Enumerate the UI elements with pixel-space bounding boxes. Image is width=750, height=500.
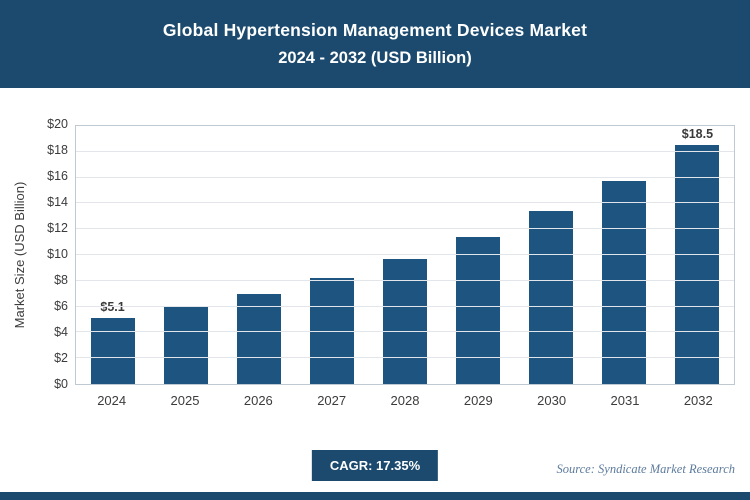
gridline (76, 150, 734, 152)
bar-2024: $5.1 (90, 300, 135, 384)
x-tick-label: 2024 (97, 393, 127, 408)
bar-2026 (236, 293, 281, 384)
cagr-badge: CAGR: 17.35% (311, 450, 439, 481)
bar-2030 (529, 211, 574, 384)
chart-subtitle: 2024 - 2032 (USD Billion) (278, 49, 472, 67)
bar-value-label: $5.1 (100, 300, 125, 315)
x-tick-label: 2032 (683, 393, 713, 408)
bar-column-2030 (515, 126, 588, 384)
chart-header: Global Hypertension Management Devices M… (0, 0, 750, 88)
x-tick-label: 2027 (317, 393, 347, 408)
plot-area: $5.1 $18.5 (75, 125, 735, 385)
gridline (76, 228, 734, 230)
bar-column-2029 (442, 126, 515, 384)
y-axis-ticks: $0 $2 $4 $6 $8 $10 $12 $14 $16 $18 $20 (26, 117, 68, 391)
gridline (76, 305, 734, 307)
y-tick-label: $14 (47, 195, 68, 209)
y-tick-label: $16 (47, 169, 68, 183)
gridline (76, 254, 734, 255)
x-tick-label: 2031 (610, 393, 640, 408)
bar-2027 (309, 278, 354, 384)
footer-accent-bar (0, 492, 750, 500)
gridline (76, 176, 734, 178)
x-tick-label: 2025 (170, 393, 200, 408)
x-axis-ticks: 2024 2025 2026 2027 2028 2029 2030 2031 2032 (75, 393, 735, 408)
y-tick-label: $2 (54, 351, 68, 365)
bar-column-2027 (295, 126, 368, 384)
source-attribution: Source: Syndicate Market Research (556, 462, 735, 476)
bar-value-label: $18.5 (681, 127, 714, 142)
y-tick-label: $10 (47, 247, 68, 261)
y-tick-label: $6 (54, 299, 68, 313)
bar-column-2024: $5.1 (76, 126, 149, 384)
y-tick-label: $20 (47, 117, 68, 131)
gridline (76, 202, 734, 204)
bar-2029 (456, 236, 501, 384)
bar-column-2026 (222, 126, 295, 384)
bar-column-2025 (149, 126, 222, 384)
bar-column-2031 (588, 126, 661, 384)
y-tick-label: $0 (54, 377, 68, 391)
y-tick-label: $4 (54, 325, 68, 339)
bars-container: $5.1 $18.5 (76, 126, 734, 384)
x-tick-label: 2028 (390, 393, 420, 408)
bar-2025 (163, 306, 208, 384)
x-tick-label: 2026 (243, 393, 273, 408)
y-tick-label: $8 (54, 273, 68, 287)
bar-2032: $18.5 (675, 127, 720, 384)
bar-2031 (602, 181, 647, 384)
gridline (76, 357, 734, 359)
y-tick-label: $12 (47, 221, 68, 235)
gridline (76, 279, 734, 281)
x-tick-label: 2029 (463, 393, 493, 408)
y-tick-label: $18 (47, 143, 68, 157)
x-tick-label: 2030 (537, 393, 567, 408)
gridline (76, 331, 734, 333)
bar-column-2028 (368, 126, 441, 384)
chart-title: Global Hypertension Management Devices M… (162, 20, 588, 40)
bar-column-2032: $18.5 (661, 126, 734, 384)
bar-2028 (382, 258, 427, 384)
